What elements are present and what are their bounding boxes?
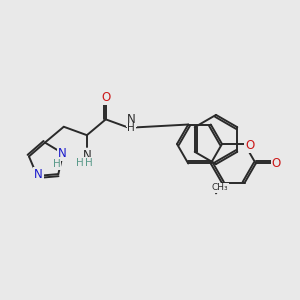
Text: N: N [127,113,136,126]
Text: N: N [58,147,66,160]
Text: H: H [52,159,60,169]
Text: H: H [76,158,84,168]
Text: H: H [85,158,92,168]
Text: O: O [101,92,110,104]
Text: N: N [82,149,91,162]
Text: O: O [245,139,254,152]
Text: H: H [128,123,135,134]
Text: O: O [272,157,281,170]
Text: CH₃: CH₃ [212,184,228,193]
Text: N: N [34,168,43,181]
